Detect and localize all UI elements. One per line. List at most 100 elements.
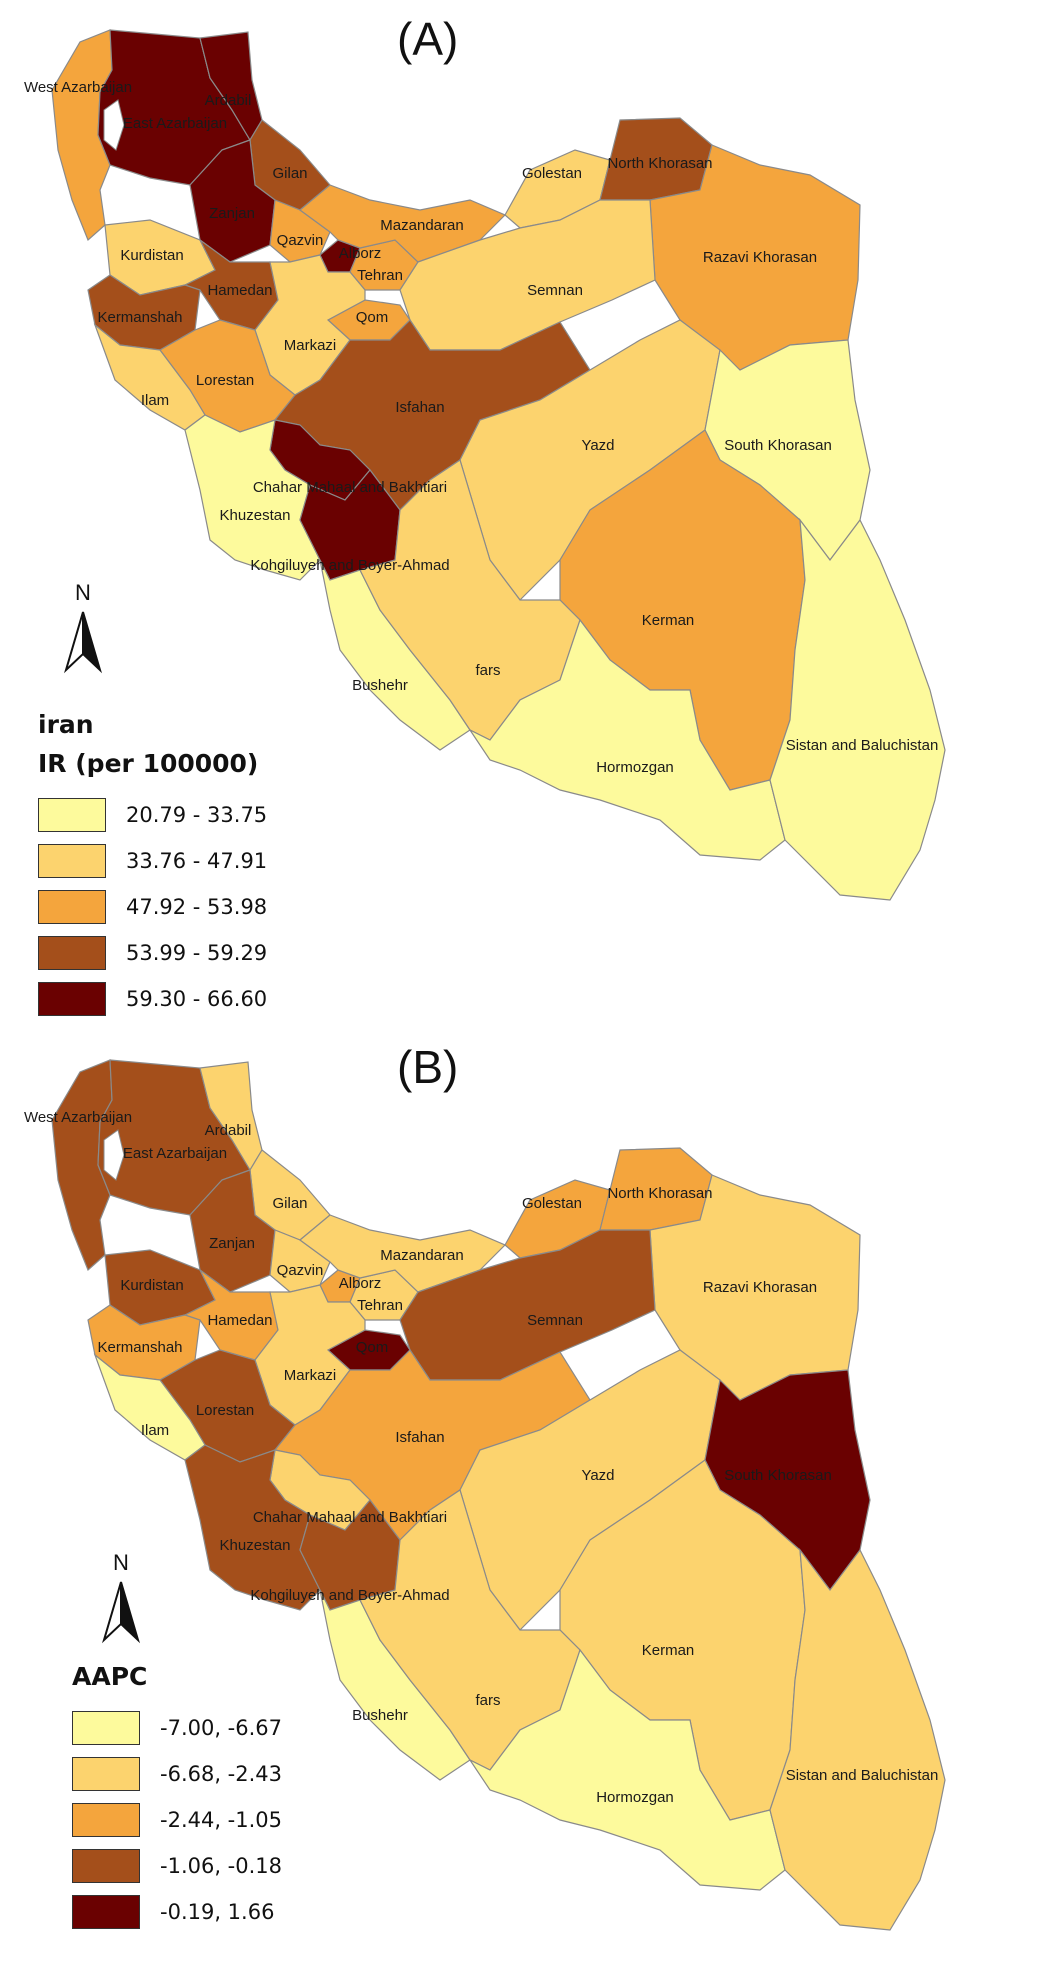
province-label: Bushehr	[352, 1707, 408, 1724]
legend-range: -2.44, -1.05	[160, 1808, 283, 1832]
lake-urmia	[103, 99, 125, 151]
province-label: Ilam	[141, 1422, 169, 1439]
province-label: Qazvin	[277, 232, 324, 249]
province-label: Qom	[356, 309, 389, 326]
legend-range: 33.76 - 47.91	[126, 849, 268, 873]
province-label: Zanjan	[209, 205, 255, 222]
province-label: Bushehr	[352, 677, 408, 694]
legend-title: AAPC	[72, 1662, 148, 1691]
province-label: Kermanshah	[97, 309, 182, 326]
legend-range: 47.92 - 53.98	[126, 895, 268, 919]
province-label: Alborz	[339, 245, 382, 262]
legend-range: 20.79 - 33.75	[126, 803, 268, 827]
province-label: Qom	[356, 1339, 389, 1356]
province-label: Kermanshah	[97, 1339, 182, 1356]
province-label: Ardabil	[205, 92, 252, 109]
province-hormozgan	[468, 1648, 786, 1891]
legend-row: 47.92 - 53.98	[38, 884, 267, 930]
province-label: Semnan	[527, 1312, 583, 1329]
province-label: Markazi	[284, 337, 337, 354]
legend-swatch	[38, 890, 106, 924]
legend-row: 20.79 - 33.75	[38, 792, 267, 838]
province-label: East Azarbaijan	[123, 115, 227, 132]
province-label: Mazandaran	[380, 1247, 463, 1264]
legend-range: -6.68, -2.43	[160, 1762, 283, 1786]
province-label: Sistan and Baluchistan	[786, 1767, 939, 1784]
province-label: East Azarbaijan	[123, 1145, 227, 1162]
legend-swatch	[38, 936, 106, 970]
province-label: Hamedan	[207, 282, 272, 299]
province-label: Semnan	[527, 282, 583, 299]
province-label: Markazi	[284, 1367, 337, 1384]
province-label: Isfahan	[395, 1429, 444, 1446]
north-label: N	[113, 1550, 129, 1575]
province-label: Gilan	[272, 165, 307, 182]
province-label: Razavi Khorasan	[703, 249, 817, 266]
province-label: Kerman	[642, 1642, 695, 1659]
legend-swatch	[38, 982, 106, 1016]
panel-b-legend: AAPC -7.00, -6.67 -6.68, -2.43 -2.44, -1…	[72, 1662, 282, 1935]
province-label: South Khorasan	[724, 437, 832, 454]
province-label: fars	[475, 1692, 500, 1709]
legend-row: 33.76 - 47.91	[38, 838, 267, 884]
legend-row: -1.06, -0.18	[72, 1843, 282, 1889]
legend-range: -7.00, -6.67	[160, 1716, 283, 1740]
province-label: Kerman	[642, 612, 695, 629]
province-label: Tehran	[357, 1297, 403, 1314]
panel-a-map: West Azarbaijan East Azarbaijan Ardabil Gil…	[24, 29, 946, 901]
panel-b-title: (B)	[397, 1041, 459, 1093]
province-label: North Khorasan	[607, 1185, 712, 1202]
panel-a-north-arrow: N	[64, 580, 102, 674]
legend-swatch	[72, 1757, 140, 1791]
legend-subtitle: IR (per 100000)	[38, 749, 259, 778]
legend-swatch	[72, 1803, 140, 1837]
legend-row: 59.30 - 66.60	[38, 976, 267, 1022]
province-label: Zanjan	[209, 1235, 255, 1252]
province-label: Sistan and Baluchistan	[786, 737, 939, 754]
legend-row: -2.44, -1.05	[72, 1797, 282, 1843]
province-label: Hormozgan	[596, 759, 674, 776]
province-label: South Khorasan	[724, 1467, 832, 1484]
province-label: Hamedan	[207, 1312, 272, 1329]
legend-swatch	[72, 1849, 140, 1883]
province-label: Yazd	[581, 437, 614, 454]
province-label: Chahar Mahaal and Bakhtiari	[253, 1509, 447, 1526]
province-labels: West Azarbaijan East Azarbaijan Ardabil Gil…	[24, 79, 938, 776]
province-label: West Azarbaijan	[24, 79, 132, 96]
province-label: Hormozgan	[596, 1789, 674, 1806]
province-label: Khuzestan	[220, 507, 291, 524]
province-label: Lorestan	[196, 1402, 254, 1419]
province-label: Mazandaran	[380, 217, 463, 234]
legend-row: -0.19, 1.66	[72, 1889, 282, 1935]
province-label: Kohgiluyeh and Boyer-Ahmad	[250, 1587, 449, 1604]
province-label: Alborz	[339, 1275, 382, 1292]
north-label: N	[75, 580, 91, 605]
province-sistan-and-baluchistan	[769, 517, 946, 901]
province-label: fars	[475, 662, 500, 679]
lake-urmia	[103, 1129, 125, 1181]
province-label: Kurdistan	[120, 247, 183, 264]
province-label: Ilam	[141, 392, 169, 409]
legend-range: -0.19, 1.66	[160, 1900, 275, 1924]
province-label: Golestan	[522, 1195, 582, 1212]
legend-title: iran	[38, 710, 94, 739]
panel-a-title: (A)	[397, 13, 459, 65]
legend-swatch	[72, 1711, 140, 1745]
province-label: Chahar Mahaal and Bakhtiari	[253, 479, 447, 496]
province-label: West Azarbaijan	[24, 1109, 132, 1126]
province-shapes	[51, 1059, 946, 1931]
legend-row: -7.00, -6.67	[72, 1705, 282, 1751]
panel-a-legend: iran IR (per 100000) 20.79 - 33.75 33.76…	[38, 710, 267, 1022]
panel-b-north-arrow: N	[102, 1550, 140, 1644]
legend-range: 53.99 - 59.29	[126, 941, 268, 965]
province-label: Gilan	[272, 1195, 307, 1212]
panel-b-map: West Azarbaijan East Azarbaijan Ardabil Gil…	[24, 1059, 946, 1931]
province-label: Khuzestan	[220, 1537, 291, 1554]
province-label: Qazvin	[277, 1262, 324, 1279]
legend-swatch	[72, 1895, 140, 1929]
province-label: Tehran	[357, 267, 403, 284]
province-label: North Khorasan	[607, 155, 712, 172]
legend-row: -6.68, -2.43	[72, 1751, 282, 1797]
province-hormozgan	[468, 618, 786, 861]
province-label: Isfahan	[395, 399, 444, 416]
